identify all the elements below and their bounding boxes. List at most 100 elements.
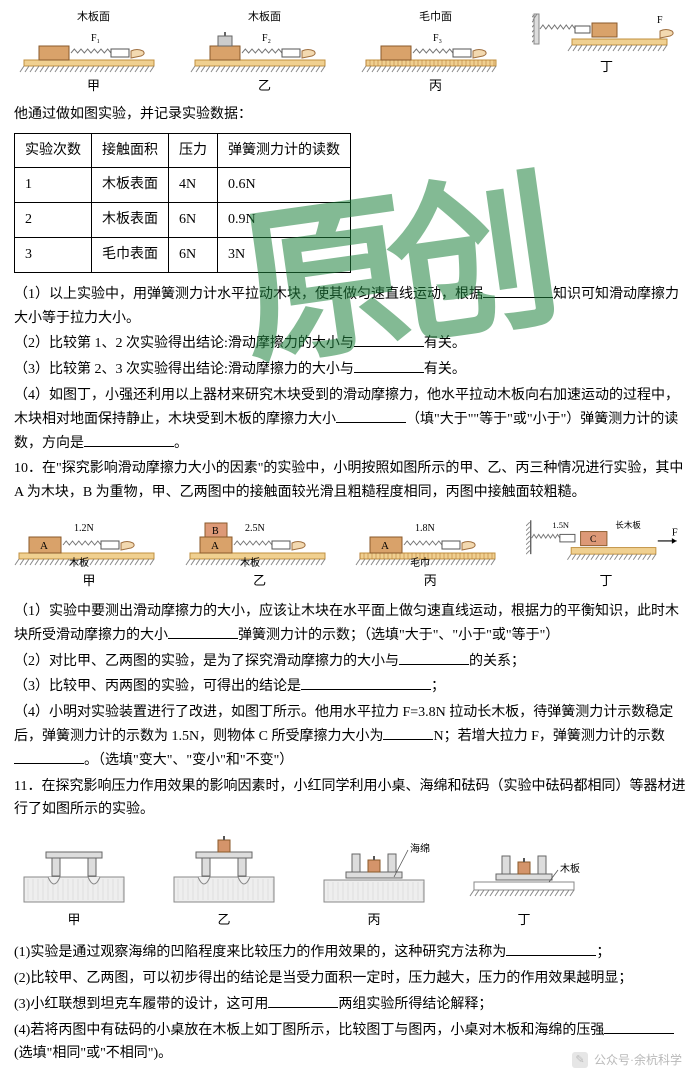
table-row: 2木板表面6N0.9N (15, 203, 351, 238)
svg-text:C: C (590, 535, 596, 545)
text: ； (596, 945, 610, 960)
blank (268, 994, 338, 1008)
experiment-table: 实验次数 接触面积 压力 弹簧测力计的读数 1木板表面4N0.6N2木板表面6N… (14, 133, 351, 273)
fig-jia: 木板面 F₁ 甲 (14, 8, 173, 97)
th: 弹簧测力计的读数 (218, 133, 351, 168)
table-body: 1木板表面4N0.6N2木板表面6N0.9N3毛巾表面6N3N (15, 168, 351, 272)
td: 2 (15, 203, 92, 238)
q10-figures: A1.2N木板 甲 AB2.5N木板 乙 A1.8N毛巾 丙 1.5NCF长木板… (14, 513, 686, 592)
q11-1: (1)实验是通过观察海绵的凹陷程度来比较压力的作用效果的，这种研究方法称为 ； (14, 941, 686, 965)
fig-jia: 甲 (14, 832, 134, 931)
fig-label: 甲 (67, 909, 80, 931)
fig-jia: A 1.2N 木板 甲 (14, 513, 164, 592)
svg-text:A: A (40, 540, 48, 552)
svg-text:海绵: 海绵 (410, 842, 430, 855)
blank (14, 750, 84, 764)
q11-figures: 甲 乙 海绵 丙 木板 丁 (14, 832, 686, 931)
svg-text:F₂: F₂ (262, 33, 271, 44)
blank (336, 409, 406, 423)
td: 6N (169, 203, 218, 238)
svg-text:木板: 木板 (560, 862, 580, 875)
fig-label: 丁 (517, 909, 530, 931)
q10-1: （1）实验中要测出滑动摩擦力的大小，应该让木块在水平面上做匀速直线运动，根据力的… (14, 600, 686, 648)
blank (301, 676, 431, 690)
diagram-block-spring-towel: F₃ (361, 28, 511, 73)
text: （1）以上实验中，用弹簧测力计水平拉动木块，使其做匀速直线运动，根据 (14, 287, 483, 302)
text: （2）比较第 1、2 次实验得出结论:滑动摩擦力的大小与 (14, 336, 354, 351)
text: （3）比较第 2、3 次实验得出结论:滑动摩擦力的大小与 (14, 362, 354, 377)
svg-text:B: B (212, 526, 219, 537)
blank (399, 651, 469, 665)
td: 0.9N (218, 203, 351, 238)
q9-3: （3）比较第 2、3 次实验得出结论:滑动摩擦力的大小与 有关。 (14, 358, 686, 382)
fig-label: 丁 (600, 56, 613, 78)
svg-text:1.2N: 1.2N (74, 523, 94, 534)
text: 的关系； (469, 654, 525, 669)
svg-text:1.8N: 1.8N (415, 523, 435, 534)
footer-attribution: ✎ 公众号·余杭科学 (572, 1050, 682, 1070)
fig-caption: 毛巾面 (419, 8, 452, 27)
svg-text:木板: 木板 (240, 556, 260, 568)
wechat-icon: ✎ (572, 1052, 588, 1068)
q9-figures: 木板面 F₁ 甲 木板面 F₂ 乙 毛巾面 F₃ 丙 F 丁 (14, 8, 686, 97)
blank (354, 359, 424, 373)
svg-text:F₁: F₁ (91, 33, 100, 44)
fig-caption: 木板面 (77, 8, 110, 27)
fig-label: 丙 (367, 909, 380, 931)
q11-3: (3)小红联想到坦克车履带的设计，这可用两组实验所得结论解释； (14, 993, 686, 1017)
q11-stem: 11．在探究影响压力作用效果的影响因素时，小红同学利用小桌、海绵和砝码（实验中砝… (14, 775, 686, 823)
td: 4N (169, 168, 218, 203)
q9-1: （1）以上实验中，用弹簧测力计水平拉动木块，使其做匀速直线运动，根据知识可知滑动… (14, 283, 686, 331)
svg-text:毛巾: 毛巾 (410, 556, 430, 568)
diagram-wall-spring-blockC-board: 1.5NCF长木板 (526, 513, 686, 568)
td: 1 (15, 168, 92, 203)
text: 弹簧测力计的示数；（选填"大于"、"小于"或"等于"） (238, 628, 559, 643)
td: 毛巾表面 (92, 237, 169, 272)
td: 3N (218, 237, 351, 272)
fig-bing: A1.8N毛巾 丙 (355, 513, 505, 592)
text: (4)若将丙图中有砝码的小桌放在木板上如丁图所示，比较图丁与图丙，小桌对木板和海… (14, 1023, 604, 1038)
text: 有关。 (424, 362, 466, 377)
text: ； (431, 679, 445, 694)
fig-label: 丁 (599, 570, 612, 592)
diagram-table-flip-weight-board: 木板 (464, 832, 584, 907)
text: N；若增大拉力 F，弹簧测力计的示数 (433, 729, 664, 744)
fig-ding: 木板 丁 (464, 832, 584, 931)
blank (506, 942, 596, 956)
fig-ding: F 丁 (527, 8, 686, 97)
table-row: 3毛巾表面6N3N (15, 237, 351, 272)
blank (604, 1020, 674, 1034)
svg-text:2.5N: 2.5N (245, 523, 265, 534)
diagram-table-flip-weight-sponge: 海绵 (314, 832, 434, 907)
svg-text:A: A (381, 540, 389, 552)
svg-text:长木板: 长木板 (615, 520, 641, 530)
q10-4: （4）小明对实验装置进行了改进，如图丁所示。他用水平拉力 F=3.8N 拉动长木… (14, 701, 686, 772)
td: 6N (169, 237, 218, 272)
th: 接触面积 (92, 133, 169, 168)
svg-text:F: F (672, 527, 678, 538)
fig-caption: 木板面 (248, 8, 281, 27)
fig-label: 甲 (82, 570, 95, 592)
fig-label: 甲 (87, 75, 100, 97)
text: 有关。 (424, 336, 466, 351)
text: (选填"相同"或"不相同")。 (14, 1046, 172, 1061)
q10-3: （3）比较甲、丙两图的实验，可得出的结论是； (14, 675, 686, 699)
text: (3)小红联想到坦克车履带的设计，这可用 (14, 997, 268, 1012)
footer-text: 公众号·余杭科学 (594, 1050, 682, 1070)
svg-text:F₃: F₃ (433, 33, 442, 44)
svg-text:木板: 木板 (69, 556, 89, 568)
text: （2）对比甲、乙两图的实验，是为了探究滑动摩擦力的大小与 (14, 654, 399, 669)
fig-yi: 乙 (164, 832, 284, 931)
q9-4: （4）如图丁，小强还利用以上器材来研究木块受到的滑动摩擦力，他水平拉动木板向右加… (14, 384, 686, 455)
td: 木板表面 (92, 168, 169, 203)
q11-2: (2)比较甲、乙两图，可以初步得出的结论是当受力面积一定时，压力越大，压力的作用… (14, 967, 686, 991)
diagram-table-weight-sponge (164, 832, 284, 907)
blank (84, 433, 174, 447)
fig-label: 乙 (253, 570, 266, 592)
blank (483, 284, 553, 298)
text: (1)实验是通过观察海绵的凹陷程度来比较压力的作用效果的，这种研究方法称为 (14, 945, 506, 960)
blank (168, 625, 238, 639)
diagram-blockA-weightB-spring: AB2.5N木板 (185, 513, 335, 568)
fig-bing: 海绵 丙 (314, 832, 434, 931)
fig-label: 乙 (258, 75, 271, 97)
